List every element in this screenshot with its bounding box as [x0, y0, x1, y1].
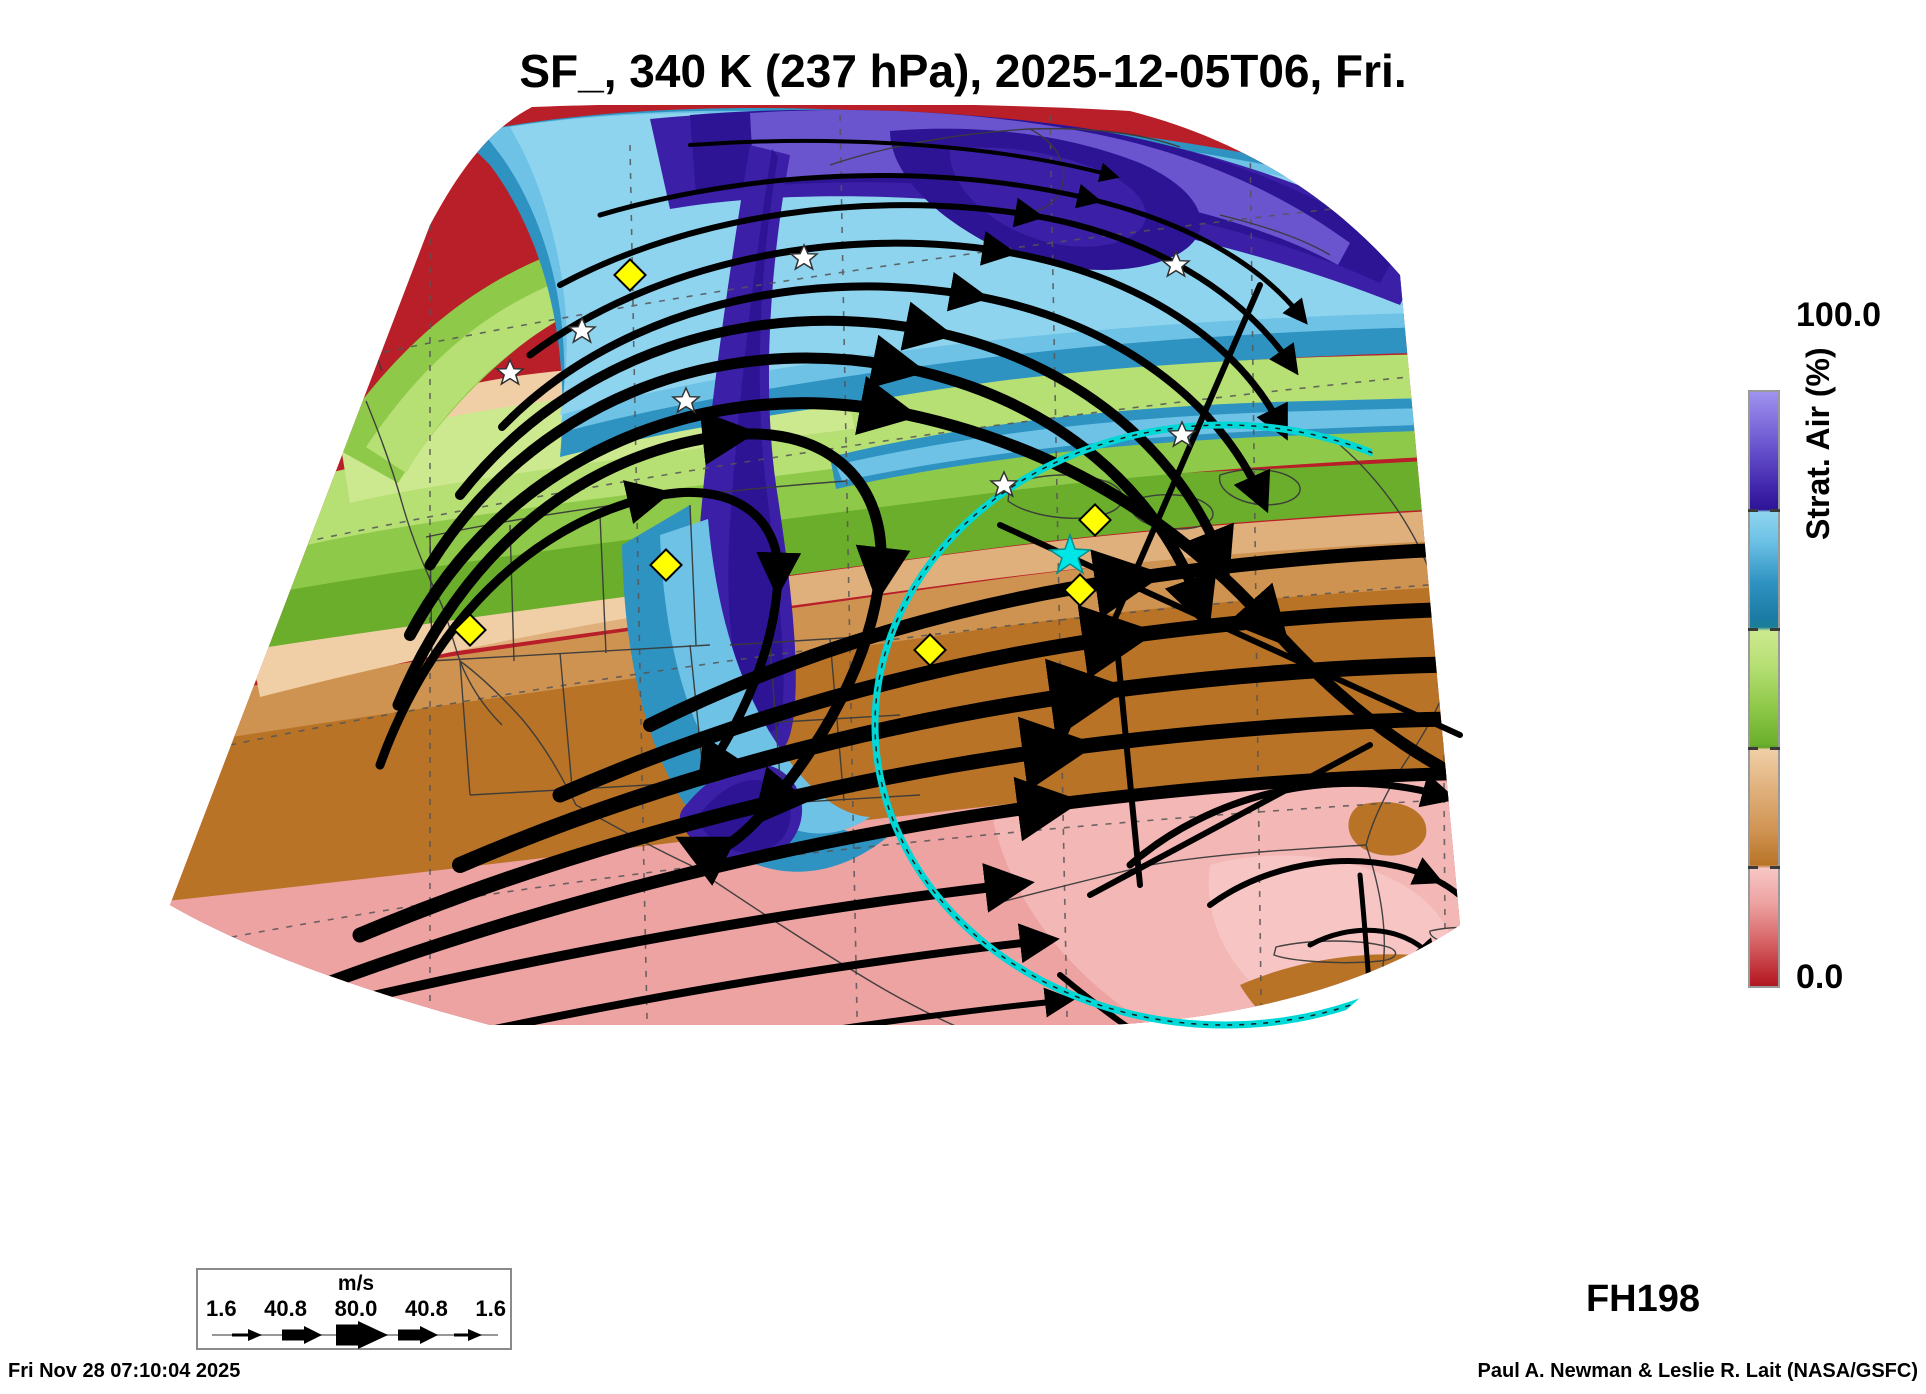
wind-legend-values: 1.6 40.8 80.0 40.8 1.6 [198, 1296, 514, 1322]
generation-timestamp: Fri Nov 28 07:10:04 2025 [8, 1360, 241, 1382]
range-ring-layer [871, 421, 1410, 1029]
colorbar-min-label: 0.0 [1796, 958, 1844, 996]
center-star-marker [1047, 532, 1093, 575]
wind-value: 40.8 [404, 1296, 448, 1321]
colorbar-tick [1770, 628, 1780, 631]
map-panel[interactable] [130, 105, 1750, 1265]
flight-leg-1 [1057, 282, 1263, 748]
city-star-marker [495, 243, 1197, 498]
colorbar-axis-label: Strat. Air (%) [1800, 347, 1836, 540]
colorbar-tick [1770, 509, 1780, 512]
colorbar-tick [1748, 509, 1758, 512]
marker-layer [453, 243, 1197, 667]
wind-value: 1.6 [475, 1296, 506, 1321]
wind-value: 80.0 [334, 1296, 378, 1321]
colorbar-tick [1770, 866, 1780, 869]
forecast-hour-label: FH198 [1585, 1278, 1700, 1320]
page-title: SF_, 340 K (237 hPa), 2025-12-05T06, Fri… [519, 45, 1407, 97]
wind-legend-arrows [212, 1321, 498, 1349]
colorbar [1742, 390, 1782, 990]
attribution-credit: Paul A. Newman & Leslie R. Lait (NASA/GS… [1477, 1360, 1918, 1382]
colorbar-gradient [1748, 390, 1780, 988]
wind-value: 40.8 [264, 1296, 307, 1321]
colorbar-tick [1748, 747, 1758, 750]
wind-value: 1.6 [206, 1296, 237, 1321]
colorbar-max-label: 100.0 [1796, 296, 1882, 334]
colorbar-tick [1748, 628, 1758, 631]
diamond-marker [453, 258, 1112, 667]
wind-legend-unit: m/s [337, 1272, 375, 1295]
wind-speed-legend: m/s 1.6 40.8 80.0 40.8 1.6 [196, 1268, 512, 1350]
colorbar-tick [1770, 747, 1780, 750]
flight-leg-4 [1112, 622, 1143, 888]
contour-fill-layer [170, 105, 1460, 1025]
colorbar-tick [1748, 866, 1758, 869]
